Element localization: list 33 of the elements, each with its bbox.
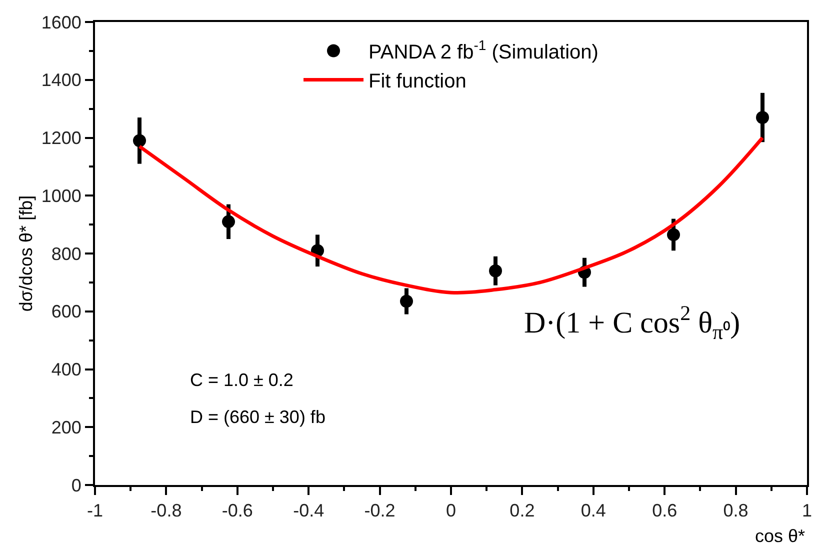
x-tick-label: -1 — [86, 500, 104, 521]
y-tick-label: 1600 — [41, 12, 82, 32]
x-tick-label: 0 — [446, 500, 456, 521]
point — [133, 134, 146, 148]
x-axis-title: cos θ* — [755, 526, 806, 546]
x-tick-label: 0.2 — [510, 500, 535, 521]
point — [400, 294, 413, 308]
x-tick-label: -0.4 — [293, 500, 324, 521]
y-tick-label: 1200 — [41, 128, 82, 148]
legend-label: PANDA 2 fb$^{-1}$ (Simulation) — [368, 37, 598, 64]
y-tick-label: 200 — [51, 417, 82, 438]
legend-label: Fit function — [368, 70, 466, 93]
x-tick-label: -0.2 — [364, 500, 396, 521]
y-tick-label: 800 — [51, 244, 82, 264]
point — [667, 228, 680, 242]
y-tick-label: 1400 — [41, 70, 82, 90]
y-tick-label: 600 — [51, 302, 82, 322]
annotation: C = 1.0 ± 0.2 — [190, 370, 294, 390]
x-tick-label: -0.8 — [150, 500, 182, 521]
annotation: D·(1 + C cos$^{2}$ θ$_{π⁰}$) — [524, 301, 740, 344]
point — [756, 110, 769, 124]
x-tick-label: 1 — [802, 500, 812, 521]
x-tick-label: 0.6 — [652, 500, 678, 521]
point — [489, 264, 502, 278]
x-tick-label: -0.6 — [222, 500, 253, 521]
x-tick-label: 0.4 — [580, 500, 606, 521]
annotation: D = (660 ± 30) fb — [190, 407, 326, 427]
point — [222, 215, 235, 228]
x-tick-label: 0.8 — [723, 500, 748, 521]
y-axis-title: dσ/dcos θ* [fb] — [16, 195, 36, 312]
y-tick-label: 400 — [51, 360, 82, 380]
y-tick-label: 1000 — [41, 186, 82, 206]
y-tick-label: 0 — [71, 475, 82, 496]
